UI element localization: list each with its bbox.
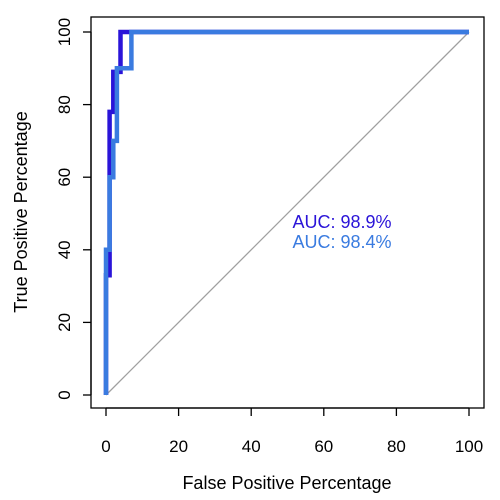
x-tick-label: 0 [101, 437, 110, 456]
y-tick-label: 60 [55, 168, 74, 187]
x-tick-label: 100 [455, 437, 483, 456]
x-tick-label: 80 [387, 437, 406, 456]
series-layer [103, 29, 469, 395]
x-tick-label: 40 [242, 437, 261, 456]
auc-annotation-2: AUC: 98.4% [292, 232, 391, 252]
y-tick-label: 80 [55, 95, 74, 114]
roc-curve-2 [103, 29, 469, 395]
y-tick-label: 40 [55, 240, 74, 259]
y-axis: 0 20 40 60 80 100 [55, 18, 92, 400]
x-tick-label: 60 [314, 437, 333, 456]
reference-line-layer [105, 31, 470, 396]
y-tick-label: 20 [55, 313, 74, 332]
y-tick-label: 0 [55, 390, 74, 399]
x-tick-label: 20 [169, 437, 188, 456]
y-tick-label: 100 [55, 18, 74, 46]
y-axis-title: True Positive Percentage [11, 111, 31, 312]
auc-annotation-1: AUC: 98.9% [292, 212, 391, 232]
reference-diagonal [105, 31, 470, 396]
x-axis-title: False Positive Percentage [182, 473, 391, 493]
x-axis: 0 20 40 60 80 100 [101, 407, 483, 456]
